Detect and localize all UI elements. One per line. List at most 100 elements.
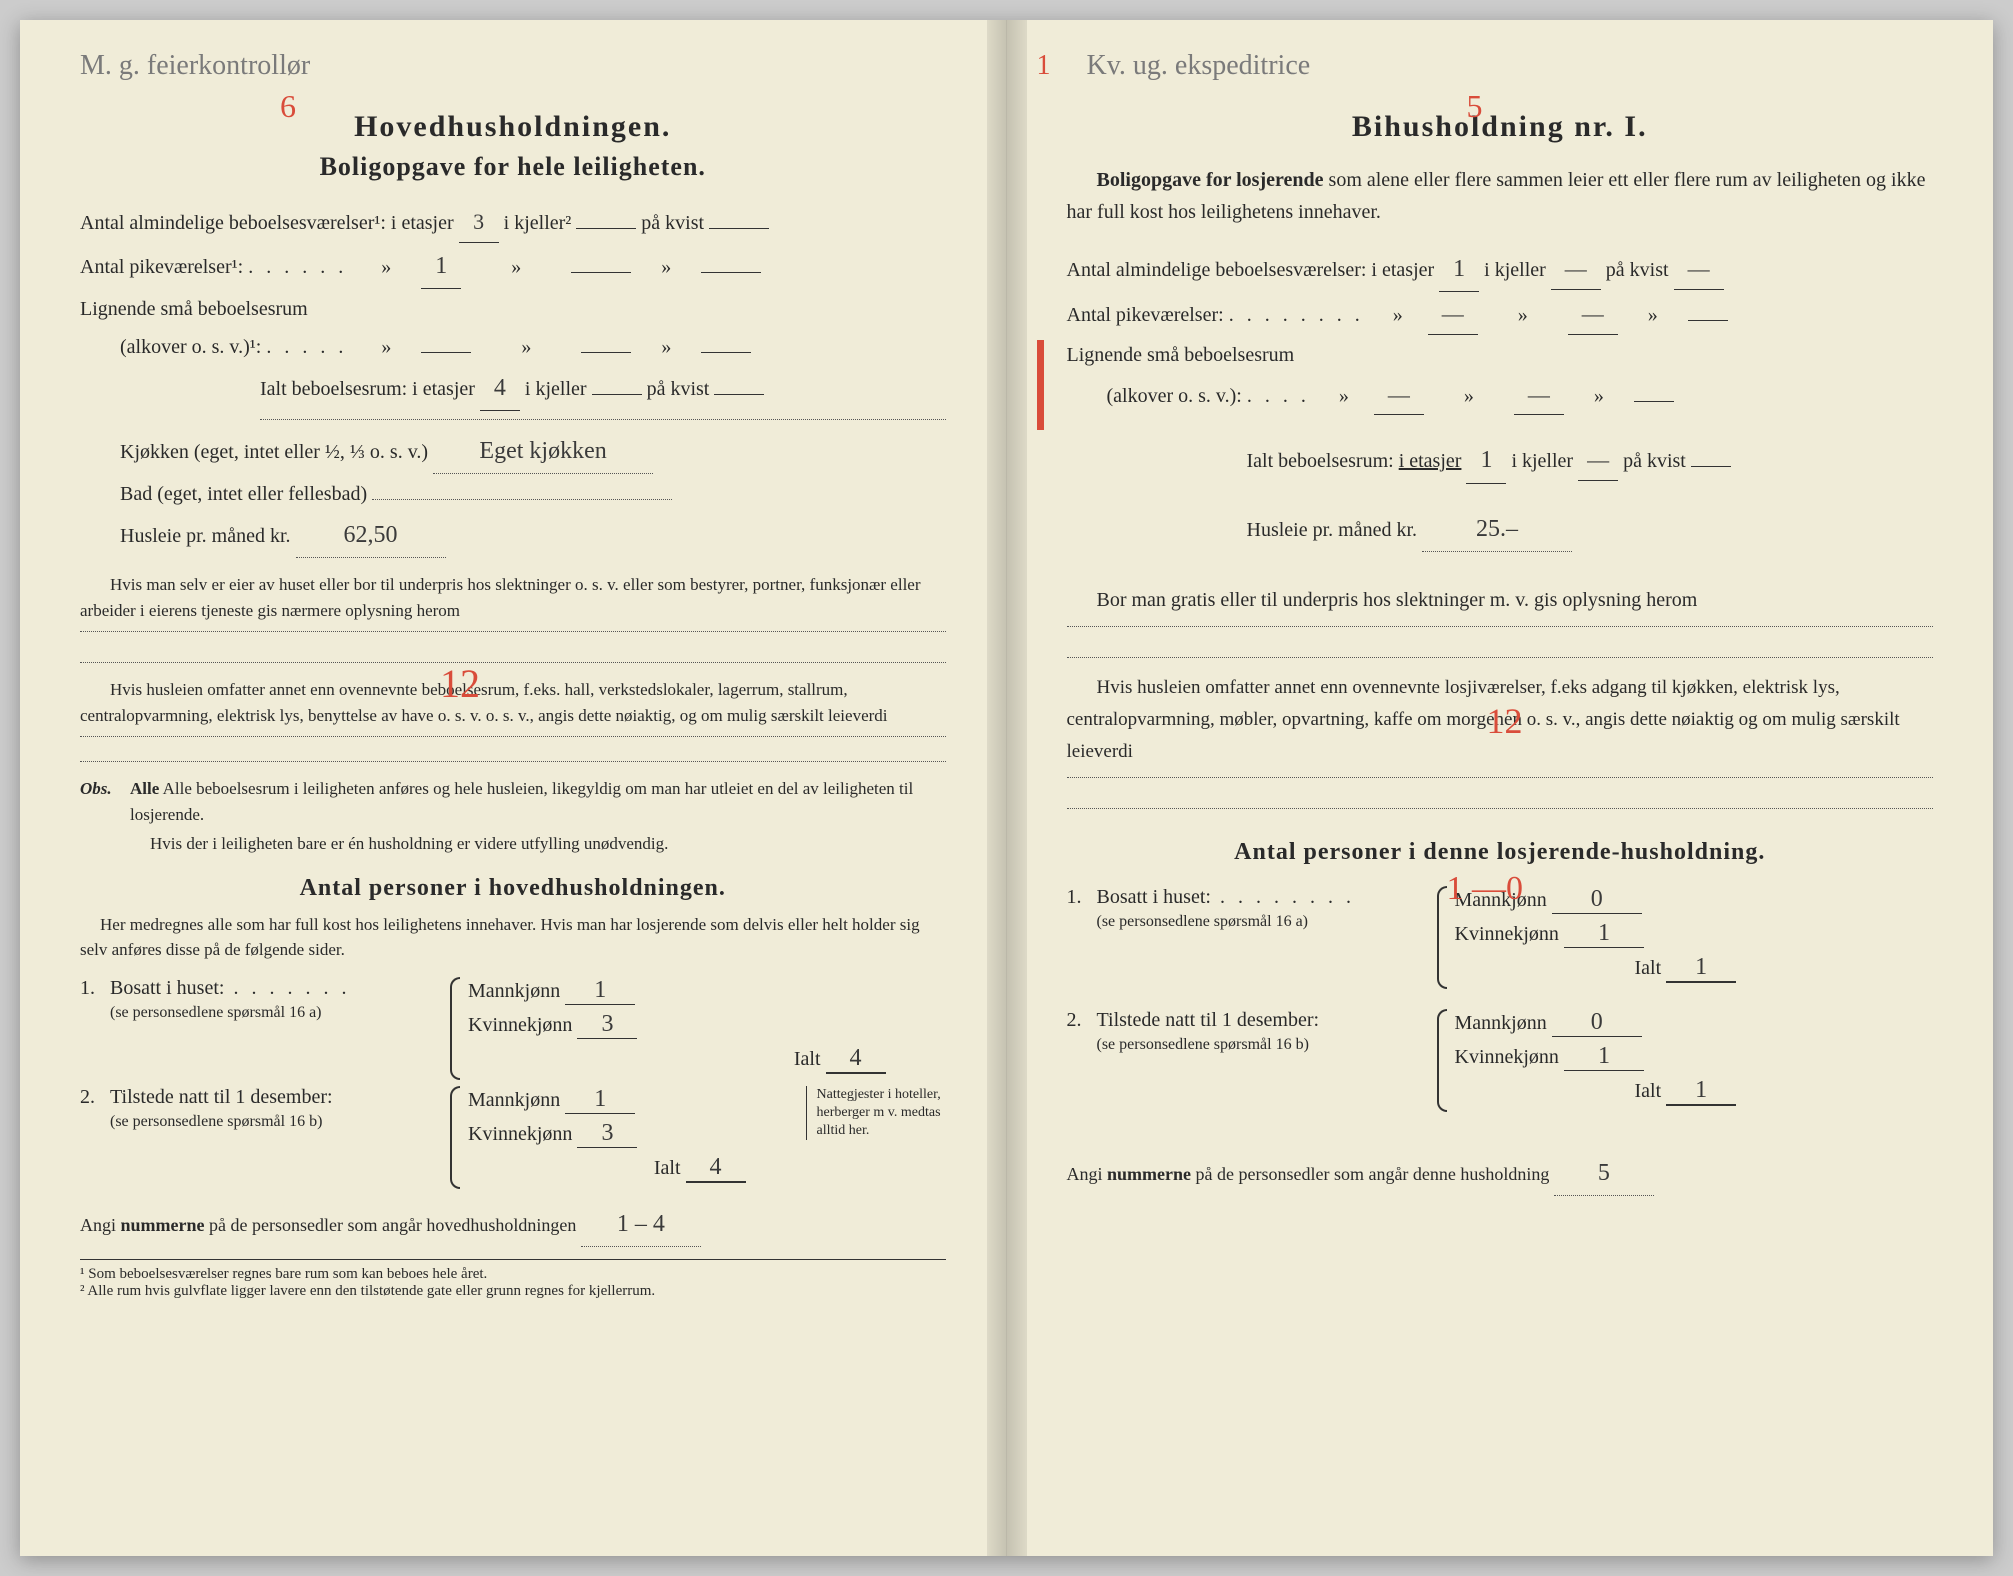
label: på kvist xyxy=(647,378,710,400)
left-title: Hovedhusholdningen. xyxy=(80,110,946,144)
row-pikevaerelser: Antal pikeværelser¹: . . . . . . » 1 » » xyxy=(80,245,946,289)
ialt-val: 4 xyxy=(686,1154,746,1183)
num: 1. xyxy=(1067,886,1097,909)
obs-text-1: Alle Alle beboelsesrum i leiligheten anf… xyxy=(130,776,946,827)
kvinne-label: Kvinnekjønn xyxy=(1455,923,1559,945)
mann-val: 0 xyxy=(1552,1009,1642,1037)
label: i kjeller xyxy=(1484,259,1546,281)
row-almindelige-r: Antal almindelige beboelsesværelser: i e… xyxy=(1067,248,1934,292)
label: i kjeller xyxy=(525,378,587,400)
value: — xyxy=(1551,249,1601,290)
red-page-number-left: 6 xyxy=(280,88,296,125)
value: 1 xyxy=(1466,439,1506,483)
red-annotation-12: 12 xyxy=(440,660,480,707)
value: — xyxy=(1428,294,1478,335)
red-page-number-right: 5 xyxy=(1467,88,1483,125)
person-row-2-r: 2. Tilstede natt til 1 desember: (se per… xyxy=(1067,1009,1934,1112)
mann-label: Mannkjønn xyxy=(1455,1012,1547,1034)
person-row-1: 1. Bosatt i huset: . . . . . . . (se per… xyxy=(80,977,946,1080)
para-eier: Hvis man selv er eier av huset eller bor… xyxy=(80,572,946,623)
mann-val: 1 xyxy=(565,1086,635,1114)
person-row-2: 2. Tilstede natt til 1 desember: (se per… xyxy=(80,1086,946,1189)
para-husleie-omfatter: Hvis husleien omfatter annet enn ovennev… xyxy=(80,677,946,728)
label: Husleie pr. måned kr. xyxy=(120,525,291,547)
section-intro: Her medregnes alle som har full kost hos… xyxy=(80,912,946,963)
sublabel: (se personsedlene spørsmål 16 a) xyxy=(110,1004,322,1021)
value: 25.– xyxy=(1422,508,1572,552)
mann-label: Mannkjønn xyxy=(468,980,560,1002)
value: — xyxy=(1674,249,1724,290)
footnotes: ¹ Som beboelsesværelser regnes bare rum … xyxy=(80,1259,946,1300)
row-husleie: Husleie pr. måned kr. 62,50 xyxy=(80,514,946,558)
mann-val: 1 xyxy=(565,977,635,1005)
label: Angi nummerne på de personsedler som ang… xyxy=(80,1215,576,1235)
row-ialt-r: Ialt beboelsesrum: i etasjer 1 i kjeller… xyxy=(1067,439,1934,483)
label: Tilstede natt til 1 desember: xyxy=(110,1086,333,1108)
ialt-val: 1 xyxy=(1666,954,1736,983)
section-title-r: Antal personer i denne losjerende-hushol… xyxy=(1067,839,1934,866)
label: (alkover o. s. v.)¹: xyxy=(120,336,261,358)
obs-label: Obs. xyxy=(80,776,130,857)
value: 1 – 4 xyxy=(581,1203,701,1247)
ialt-val: 4 xyxy=(826,1045,886,1074)
red-one-top: 1 xyxy=(1037,50,1051,82)
side-note: Nattegjester i hoteller, herberger m v. … xyxy=(806,1086,946,1141)
sublabel: (se personsedlene spørsmål 16 b) xyxy=(110,1113,322,1130)
row-lignende-sub: (alkover o. s. v.)¹: . . . . . » » » xyxy=(80,329,946,365)
ialt-label: Ialt xyxy=(794,1048,821,1070)
row-lignende-r: Lignende små beboelsesrum xyxy=(1067,337,1934,373)
num: 2. xyxy=(1067,1009,1097,1032)
row-kjokken: Kjøkken (eget, intet eller ½, ⅓ o. s. v.… xyxy=(80,430,946,474)
label: på kvist xyxy=(1623,450,1686,472)
value: Eget kjøkken xyxy=(433,430,653,474)
label: i kjeller xyxy=(1511,450,1573,472)
label: Antal pikeværelser: xyxy=(1067,304,1224,326)
value: 1 xyxy=(1439,248,1479,292)
value xyxy=(372,499,672,500)
mann-val: 0 xyxy=(1552,886,1642,914)
label: på kvist xyxy=(641,212,704,234)
kvinne-label: Kvinnekjønn xyxy=(468,1123,572,1145)
label: Husleie pr. måned kr. xyxy=(1247,519,1418,541)
kvinne-label: Kvinnekjønn xyxy=(1455,1046,1559,1068)
para-gratis: Bor man gratis eller til underpris hos s… xyxy=(1067,582,1934,618)
sublabel: (se personsedlene spørsmål 16 b) xyxy=(1097,1036,1309,1053)
left-page: M. g. feierkontrollør 6 Hovedhusholdning… xyxy=(20,20,1007,1556)
label: på kvist xyxy=(1606,259,1669,281)
handwriting-annotation-left: M. g. feierkontrollør xyxy=(80,50,310,82)
mann-label: Mannkjønn xyxy=(468,1089,560,1111)
label: Tilstede natt til 1 desember: xyxy=(1097,1009,1320,1031)
left-subtitle: Boligopgave for hele leiligheten. xyxy=(80,152,946,182)
label: Antal pikeværelser¹: xyxy=(80,256,243,278)
kvinne-val: 1 xyxy=(1564,920,1644,948)
value: 1 xyxy=(421,245,461,289)
label: Lignende små beboelsesrum xyxy=(80,298,308,320)
label: Lignende små beboelsesrum xyxy=(1067,344,1295,366)
angi-nummerne: Angi nummerne på de personsedler som ang… xyxy=(80,1203,946,1247)
row-ialt-beboelsesrum: Ialt beboelsesrum: i etasjer 4 i kjeller… xyxy=(80,367,946,411)
value xyxy=(576,228,636,229)
label: Kjøkken (eget, intet eller ½, ⅓ o. s. v.… xyxy=(120,441,428,463)
red-annotation-12-r: 12 xyxy=(1487,700,1523,742)
obs-block: Obs. Alle Alle beboelsesrum i leilighete… xyxy=(80,776,946,857)
sublabel: (se personsedlene spørsmål 16 a) xyxy=(1097,913,1309,930)
red-annotation-1-0: 1 —0 xyxy=(1447,870,1524,908)
num: 2. xyxy=(80,1086,110,1109)
value: 62,50 xyxy=(296,514,446,558)
value: 4 xyxy=(480,367,520,411)
value: 3 xyxy=(459,202,499,243)
ialt-label: Ialt xyxy=(654,1157,681,1179)
right-page: Kv. ug. ekspeditrice 1 5 Bihusholdning n… xyxy=(1007,20,1994,1556)
document-spread: M. g. feierkontrollør 6 Hovedhusholdning… xyxy=(20,20,1993,1556)
ialt-label: Ialt xyxy=(1635,957,1662,979)
label: Antal almindelige beboelsesværelser: i e… xyxy=(1067,259,1435,281)
row-lignende-sub-r: (alkover o. s. v.): . . . . » — » — » xyxy=(1067,375,1934,416)
right-title: Bihusholdning nr. I. xyxy=(1067,110,1934,144)
intro-bold: Boligopgave for losjerende xyxy=(1097,169,1324,191)
row-bad: Bad (eget, intet eller fellesbad) xyxy=(80,476,946,512)
label: Angi nummerne på de personsedler som ang… xyxy=(1067,1164,1550,1184)
row-pikevaerelser-r: Antal pikeværelser: . . . . . . . . » — … xyxy=(1067,294,1934,335)
value: 5 xyxy=(1554,1152,1654,1196)
section-title-personer: Antal personer i hovedhusholdningen. xyxy=(80,875,946,902)
footnote-1: ¹ Som beboelsesværelser regnes bare rum … xyxy=(80,1266,946,1283)
